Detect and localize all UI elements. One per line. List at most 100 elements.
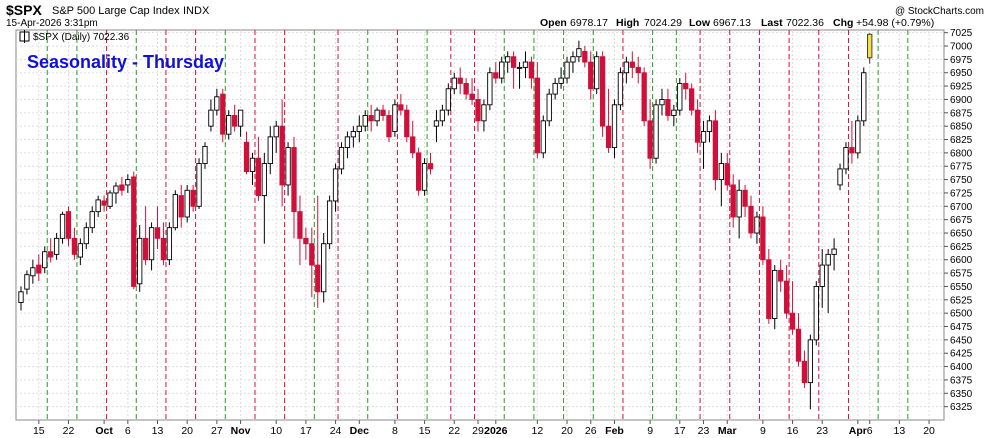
symbol: $SPX xyxy=(6,2,42,18)
x-tick-label: 22 xyxy=(63,425,75,437)
candle-body xyxy=(166,227,173,261)
x-tick-label: 17 xyxy=(674,425,686,437)
candle-body xyxy=(843,147,849,170)
candle-body xyxy=(18,291,24,303)
candle-body xyxy=(546,93,552,122)
candle-body xyxy=(89,211,95,229)
candle-body xyxy=(410,136,416,154)
last-label: Last xyxy=(761,17,783,29)
x-tick-label: 24 xyxy=(330,425,342,437)
candle-body xyxy=(510,56,517,68)
x-tick-label: 27 xyxy=(211,425,223,437)
candle-body xyxy=(706,120,713,132)
candle-body xyxy=(83,227,89,245)
x-tick-label: 2026 xyxy=(484,425,508,437)
x-tick-label: Feb xyxy=(605,425,624,437)
candle-body xyxy=(131,176,137,287)
candle-body xyxy=(433,120,440,127)
candle-body xyxy=(125,179,131,186)
candle-body xyxy=(119,184,125,191)
candle-body xyxy=(392,104,398,132)
x-tick-label: 8 xyxy=(392,425,398,437)
y-tick-label: 6925 xyxy=(950,82,973,93)
candle-body xyxy=(516,66,523,69)
candle-body xyxy=(142,237,149,261)
x-tick-label: 12 xyxy=(532,425,544,437)
y-tick-label: 6775 xyxy=(950,162,973,173)
x-tick-label: 26 xyxy=(585,425,597,437)
chart-title: Seasonality - Thursday xyxy=(27,52,224,72)
high-value: 7024.29 xyxy=(644,17,682,29)
candle-body xyxy=(611,104,618,148)
candle-body xyxy=(445,88,451,111)
y-tick-label: 6375 xyxy=(950,375,973,386)
x-tick-label: 10 xyxy=(270,425,282,437)
candle-body xyxy=(356,125,362,132)
candle-body xyxy=(226,115,232,135)
x-tick-label: 20 xyxy=(561,425,573,437)
candle-body xyxy=(196,163,202,207)
x-tick-label: 22 xyxy=(448,425,460,437)
candle-body xyxy=(540,120,546,154)
candle-body xyxy=(190,189,196,207)
candle-body xyxy=(849,147,855,154)
candle-body xyxy=(30,267,36,277)
y-tick-label: 6700 xyxy=(950,202,973,213)
datetime: 15-Apr-2026 3:31pm xyxy=(6,18,98,29)
chg-label: Chg xyxy=(833,17,853,29)
open-value: 6978.17 xyxy=(570,17,608,29)
x-tick-label: 13 xyxy=(894,425,906,437)
y-tick-label: 6350 xyxy=(950,389,973,400)
y-tick-label: 6400 xyxy=(950,362,973,373)
candle-body xyxy=(137,237,143,285)
candle-body xyxy=(374,109,380,122)
candle-body xyxy=(534,77,540,154)
candle-body xyxy=(594,56,600,90)
candle-body xyxy=(427,163,434,170)
candle-body xyxy=(475,99,481,122)
candle-body xyxy=(505,56,511,63)
y-tick-label: 6950 xyxy=(950,68,973,79)
x-tick-label: 15 xyxy=(33,425,45,437)
candle-body xyxy=(303,237,309,245)
candle-body xyxy=(113,185,119,194)
candle-body xyxy=(469,93,475,100)
candle-body xyxy=(552,82,558,95)
candle-body xyxy=(789,312,796,330)
y-tick-label: 6500 xyxy=(950,309,973,320)
candle-body xyxy=(772,269,778,319)
x-tick-label: 17 xyxy=(300,425,312,437)
candle-body xyxy=(214,96,220,111)
candle-body xyxy=(243,141,250,173)
candle-body xyxy=(285,147,291,186)
candle-body xyxy=(255,157,262,197)
y-tick-label: 6450 xyxy=(950,335,973,346)
candle-body xyxy=(700,131,707,143)
candle-body xyxy=(154,227,161,239)
x-tick-label: 20 xyxy=(923,425,935,437)
candle-body xyxy=(439,109,446,122)
y-tick-label: 7000 xyxy=(950,42,973,53)
candle-body xyxy=(629,61,635,68)
candle-body xyxy=(487,72,493,106)
candle-body xyxy=(671,109,677,116)
candle-body xyxy=(588,61,594,90)
x-tick-label: Mar xyxy=(718,425,737,437)
candle-body xyxy=(202,146,208,165)
y-tick-label: 6425 xyxy=(950,349,973,360)
high-label: High xyxy=(616,17,639,29)
candle-body xyxy=(617,72,624,106)
x-tick-label: Nov xyxy=(231,425,251,437)
candle-body xyxy=(724,163,730,186)
candle-body xyxy=(694,109,701,143)
candle-body xyxy=(421,163,428,191)
candle-body xyxy=(855,120,861,154)
candle-body xyxy=(368,115,374,122)
y-tick-label: 6800 xyxy=(950,148,973,159)
candle-body xyxy=(24,274,30,290)
candle-body xyxy=(623,61,630,74)
candle-body xyxy=(564,61,570,79)
candle-body xyxy=(386,115,392,138)
y-tick-label: 6750 xyxy=(950,175,973,186)
